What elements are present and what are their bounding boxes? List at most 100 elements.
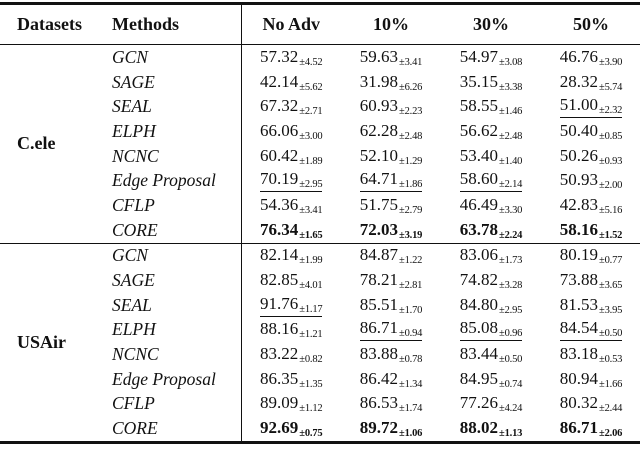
metric-value: 64.71±1.86 — [359, 170, 422, 193]
metric-value-cell: 42.83±5.16 — [541, 193, 640, 218]
table-row: CFLP 54.36±3.41 51.75±2.79 46.49±3.30 42.83±… — [0, 193, 640, 218]
method-label: SAGE — [112, 71, 155, 92]
metric-value-cell: 76.34±1.65 — [240, 217, 341, 243]
metric-value: 50.26±0.93 — [559, 145, 623, 167]
metric-value: 50.93±2.00 — [559, 170, 623, 192]
metric-value: 88.16±1.21 — [260, 319, 323, 341]
metric-value: 83.18±0.53 — [559, 344, 623, 366]
metric-value-cell: 80.19±0.77 — [541, 242, 640, 269]
metric-value-cell: 91.76±1.17 — [240, 292, 341, 318]
metric-value-cell: 35.15±3.38 — [441, 70, 541, 95]
metric-value-cell: 73.88±3.65 — [541, 268, 640, 293]
metric-value: 80.32±2.44 — [559, 393, 623, 415]
metric-value: 80.94±1.66 — [559, 368, 623, 390]
metric-value: 86.35±1.35 — [260, 368, 323, 390]
table-row: SEAL 91.76±1.17 85.51±1.70 84.80±2.95 81.53±… — [0, 292, 640, 318]
table-row: Edge Proposal 86.35±1.35 86.42±1.34 84.95±0… — [0, 366, 640, 392]
header-row: Datasets Methods No Adv 10% 30% 50% — [0, 3, 640, 45]
metric-value-cell: 83.18±0.53 — [541, 342, 640, 367]
metric-value: 84.80±2.95 — [459, 294, 523, 316]
metric-value-cell: 54.36±3.41 — [240, 193, 341, 218]
metric-value-cell: 86.71±0.94 — [341, 318, 441, 343]
metric-value-cell: 83.22±0.82 — [240, 342, 341, 367]
metric-value: 67.32±2.71 — [260, 96, 323, 118]
metric-value: 83.88±0.78 — [359, 344, 423, 366]
metric-value-cell: 51.00±2.32 — [541, 94, 640, 119]
table-row: CORE 92.69±0.75 89.72±1.06 88.02±1.13 86.71±… — [0, 416, 640, 443]
metric-value-cell: 85.51±1.70 — [341, 293, 441, 318]
metric-value: 58.60±2.14 — [459, 170, 522, 193]
metric-value: 56.62±2.48 — [459, 120, 523, 142]
metric-value: 86.42±1.34 — [359, 368, 423, 390]
metric-value-cell: 86.53±1.74 — [341, 392, 441, 417]
metric-value: 28.32±5.74 — [559, 71, 623, 93]
method-label: SAGE — [112, 270, 155, 291]
metric-value: 60.93±2.23 — [359, 96, 423, 118]
metric-value: 89.72±1.06 — [359, 418, 423, 440]
metric-value-cell: 81.53±3.95 — [541, 293, 640, 318]
metric-value: 42.14±5.62 — [260, 71, 323, 93]
metric-value: 82.85±4.01 — [260, 270, 323, 292]
metric-value: 35.15±3.38 — [459, 71, 523, 93]
header-10pct: 10% — [341, 3, 441, 45]
metric-value-cell: 66.06±3.00 — [240, 119, 341, 144]
metric-value: 62.28±2.48 — [359, 120, 423, 142]
table-row: ELPH 88.16±1.21 86.71±0.94 85.08±0.96 84.54±… — [0, 317, 640, 343]
header-datasets: Datasets — [0, 3, 105, 45]
metric-value: 52.10±1.29 — [359, 145, 423, 167]
metric-value: 83.06±1.73 — [459, 245, 523, 267]
metric-value: 46.49±3.30 — [459, 194, 523, 216]
metric-value: 54.97±3.08 — [459, 46, 523, 68]
metric-value-cell: 56.62±2.48 — [441, 119, 541, 144]
metric-value: 83.44±0.50 — [459, 344, 523, 366]
method-label: CFLP — [112, 393, 155, 414]
metric-value: 74.82±3.28 — [459, 270, 523, 292]
dataset-label: C.ele — [17, 133, 56, 154]
metric-value: 85.08±0.96 — [459, 319, 522, 342]
header-30pct: 30% — [441, 3, 541, 45]
metric-value: 82.14±1.99 — [260, 245, 323, 267]
metric-value-cell: 89.09±1.12 — [240, 391, 341, 417]
metric-value: 59.63±3.41 — [359, 46, 423, 68]
method-label: Edge Proposal — [112, 170, 216, 191]
table-row: CORE 76.34±1.65 72.03±3.19 63.78±2.24 58.16±… — [0, 217, 640, 243]
metric-value-cell: 85.08±0.96 — [441, 318, 541, 343]
table-row: C.ele GCN 57.32±4.52 59.63±3.41 54.97±3.08 46… — [0, 44, 640, 153]
metric-value: 80.19±0.77 — [559, 245, 623, 267]
metric-value-cell: 50.26±0.93 — [541, 144, 640, 169]
metric-value-cell: 83.44±0.50 — [441, 342, 541, 367]
metric-value-cell: 50.93±2.00 — [541, 168, 640, 193]
metric-value-cell: 84.87±1.22 — [341, 242, 441, 269]
metric-value-cell: 62.28±2.48 — [341, 119, 441, 144]
dataset-label: USAir — [0, 242, 105, 443]
method-label: ELPH — [112, 120, 156, 141]
metric-value: 70.19±2.95 — [260, 170, 323, 193]
table-row: ELPH 66.06±3.00 62.28±2.48 56.62±2.48 50.40±… — [0, 119, 640, 144]
metric-value-cell: 67.32±2.71 — [240, 94, 341, 120]
metric-value-cell: 82.85±4.01 — [240, 268, 341, 293]
metric-value: 73.88±3.65 — [559, 270, 623, 292]
metric-value-cell: 77.26±4.24 — [441, 392, 541, 417]
metric-value-cell: 70.19±2.95 — [240, 168, 341, 194]
method-label: CORE — [112, 418, 158, 439]
metric-value: 42.83±5.16 — [559, 194, 623, 216]
metric-value: 51.00±2.32 — [559, 96, 622, 119]
table-row: NCNC 60.42±1.89 52.10±1.29 53.40±1.40 50.26±… — [0, 143, 640, 169]
method-label: SEAL — [112, 294, 152, 315]
metric-value-cell: 64.71±1.86 — [341, 168, 441, 193]
metric-value: 53.40±1.40 — [459, 145, 523, 167]
table-row: SAGE 82.85±4.01 78.21±2.81 74.82±3.28 73.88±… — [0, 268, 640, 293]
metric-value-cell: 52.10±1.29 — [341, 144, 441, 169]
header-methods: Methods — [105, 3, 241, 45]
metric-value-cell: 59.63±3.41 — [341, 45, 441, 70]
metric-value: 77.26±4.24 — [459, 393, 523, 415]
method-label: GCN — [105, 242, 241, 269]
metric-value: 57.32±4.52 — [260, 46, 323, 68]
metric-value: 46.76±3.90 — [559, 46, 623, 68]
metric-value-cell: 58.60±2.14 — [441, 168, 541, 193]
method-label: GCN — [112, 46, 148, 67]
method-label: ELPH — [112, 319, 156, 340]
metric-value-cell: 53.40±1.40 — [441, 144, 541, 169]
metric-value: 72.03±3.19 — [359, 219, 423, 241]
metric-value-cell: 82.14±1.99 — [240, 242, 341, 269]
